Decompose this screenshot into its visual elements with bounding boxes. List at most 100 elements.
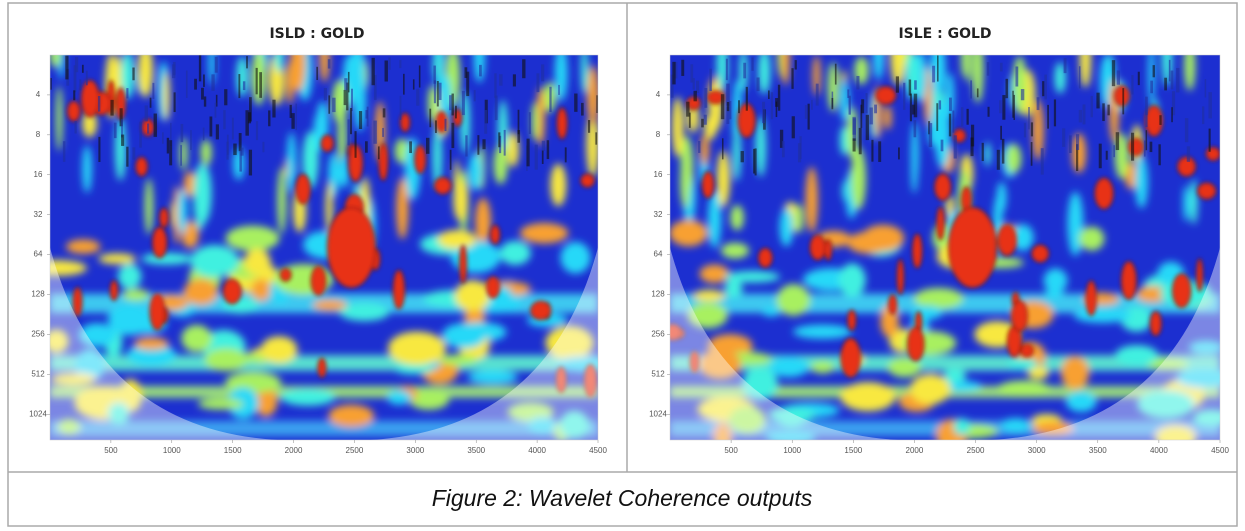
streak [871, 139, 874, 162]
blob [454, 280, 491, 312]
cone-of-influence [50, 55, 598, 440]
blob [82, 145, 92, 193]
streak [1036, 97, 1040, 111]
hot-spot [310, 265, 327, 296]
blob [810, 361, 835, 374]
streak [1111, 60, 1116, 87]
panel-title: ISLE : GOLD [898, 26, 991, 42]
streak [970, 80, 973, 99]
streak [354, 131, 357, 158]
blob [78, 323, 116, 347]
blob [580, 55, 588, 95]
streak [259, 72, 263, 98]
streak [1090, 95, 1093, 118]
hot-spot [1149, 311, 1162, 337]
streak [291, 113, 295, 129]
streak [358, 111, 363, 130]
plot-border [669, 54, 1221, 441]
x-tick-label: 500 [724, 446, 738, 455]
streak [725, 58, 728, 81]
blob [507, 402, 554, 422]
streak [377, 146, 380, 160]
streak [343, 89, 347, 106]
streak [1176, 67, 1180, 93]
streak [494, 95, 498, 121]
streak [226, 134, 229, 155]
streak [153, 113, 158, 137]
blob [945, 72, 955, 119]
blob [1146, 357, 1189, 370]
hot-spot [295, 173, 311, 205]
x-tick-label: 3000 [1028, 446, 1046, 455]
streak [549, 86, 552, 113]
blob [910, 374, 951, 405]
streak [932, 65, 936, 83]
streak [1145, 110, 1148, 128]
streak [215, 94, 218, 107]
blob [670, 219, 708, 247]
streak [895, 76, 899, 93]
streak [215, 124, 219, 140]
streak [1143, 140, 1146, 157]
hot-spot [583, 363, 598, 398]
x-tick-label: 4000 [1150, 446, 1168, 455]
streak [503, 129, 506, 156]
streak [546, 140, 550, 160]
blob [554, 55, 568, 102]
blob [290, 55, 306, 92]
heatmap [670, 55, 1220, 440]
blob [716, 150, 731, 208]
streak [73, 90, 76, 101]
y-tick-label: 16 [34, 170, 43, 179]
blob [839, 125, 850, 156]
hot-spot [1197, 182, 1217, 200]
blob [1188, 340, 1220, 355]
blob [183, 279, 218, 305]
streak [97, 95, 101, 112]
streak [743, 62, 747, 79]
heatmap-hot [670, 85, 1220, 378]
streak [1122, 88, 1125, 115]
streak [1171, 107, 1173, 123]
streak [382, 108, 386, 118]
hot-spot [66, 100, 81, 122]
streak [185, 70, 188, 98]
streak [564, 147, 567, 163]
heatmap-layer [670, 55, 1220, 440]
streak [231, 117, 234, 140]
x-tick-label: 1000 [783, 446, 801, 455]
y-tick-label: 32 [34, 210, 43, 219]
x-tick-label: 2000 [285, 446, 303, 455]
blob [1032, 100, 1044, 161]
streak [1020, 89, 1025, 101]
streak [1219, 141, 1220, 166]
streak [690, 64, 694, 83]
streak [913, 93, 918, 118]
streak [753, 148, 756, 174]
blob [1067, 191, 1084, 256]
heatmap-hot [66, 79, 598, 398]
streak [948, 97, 952, 111]
streak [848, 95, 851, 115]
streak [466, 71, 470, 97]
streak [477, 135, 480, 155]
blob [1054, 62, 1066, 94]
blob [528, 416, 559, 434]
streak [139, 121, 142, 148]
streak [794, 60, 797, 70]
streak [861, 99, 865, 114]
streak [536, 73, 540, 93]
streak [704, 88, 708, 108]
streak [775, 101, 778, 118]
x-tick-label: 2500 [346, 446, 364, 455]
streak [858, 127, 862, 155]
streak [461, 90, 465, 116]
streak [50, 77, 52, 90]
blob [997, 380, 1051, 398]
streak [928, 123, 933, 148]
streak [1078, 66, 1081, 89]
streak [686, 101, 690, 117]
streak [799, 136, 802, 160]
blob [134, 337, 169, 350]
blob [905, 55, 920, 100]
